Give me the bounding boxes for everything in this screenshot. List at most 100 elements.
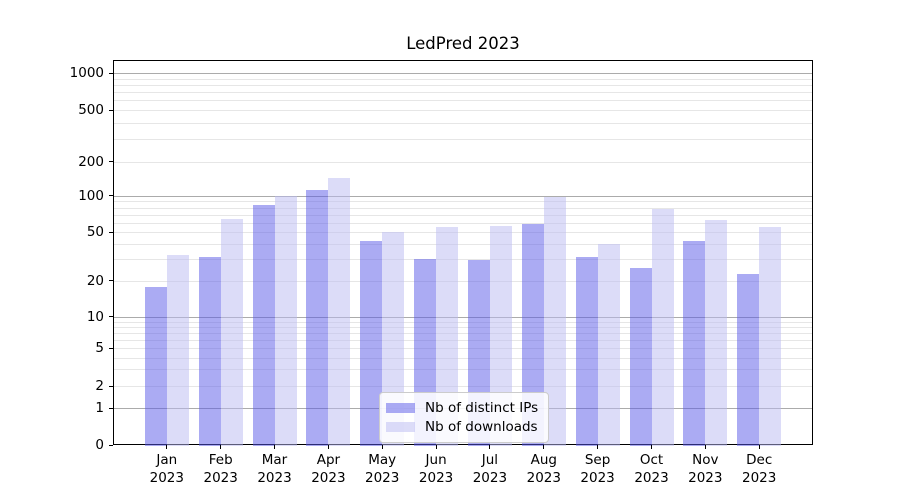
x-tick-mark-jul (489, 445, 491, 449)
bar-feb-downloads (220, 219, 243, 446)
gridline-40 (114, 244, 812, 246)
gridline-7 (114, 332, 812, 334)
gridline-100 (114, 195, 812, 197)
y-tick-mark-50 (109, 231, 113, 233)
plot-area: Nb of distinct IPs Nb of downloads (113, 60, 813, 446)
bar-dec-downloads (759, 227, 782, 446)
legend-item-downloads: Nb of downloads (386, 417, 538, 436)
x-tick-mark-nov (704, 445, 706, 449)
gridline-1000 (114, 73, 812, 75)
x-tick-label-jan: Jan 2023 (149, 452, 184, 486)
gridline-200 (114, 161, 812, 163)
legend: Nb of distinct IPs Nb of downloads (379, 392, 550, 443)
bar-mar-ips (252, 204, 275, 446)
x-tick-label-may: May 2023 (365, 452, 400, 486)
gridline-20 (114, 280, 812, 282)
gridline-600 (114, 100, 812, 102)
x-tick-label-nov: Nov 2023 (688, 452, 723, 486)
legend-label-downloads: Nb of downloads (425, 418, 538, 435)
bar-apr-ips (306, 189, 329, 446)
y-tick-label-1000: 1000 (69, 65, 104, 82)
legend-swatch-downloads-icon (386, 421, 415, 432)
bar-feb-ips (198, 256, 221, 446)
y-tick-mark-2 (109, 385, 113, 387)
y-tick-mark-10 (109, 316, 113, 318)
bar-sep-ips (575, 256, 598, 446)
gridline-90 (114, 201, 812, 203)
x-tick-label-aug: Aug 2023 (526, 452, 561, 486)
bar-mar-downloads (274, 195, 297, 446)
x-tick-mark-oct (651, 445, 652, 449)
legend-label-distinct-ips: Nb of distinct IPs (425, 399, 539, 416)
x-tick-label-jun: Jun 2023 (418, 452, 454, 486)
y-tick-label-10: 10 (86, 308, 104, 325)
bar-oct-downloads (651, 209, 674, 446)
bar-aug-downloads (543, 197, 566, 446)
x-tick-mark-feb (220, 445, 222, 449)
x-tick-mark-dec (758, 445, 760, 449)
gridline-500 (114, 110, 812, 111)
gridline-4 (114, 357, 812, 359)
gridline-6 (114, 340, 812, 341)
bar-oct-ips (629, 267, 652, 446)
gridline-8 (114, 326, 812, 328)
bar-nov-ips (683, 241, 706, 446)
bar-aug-ips (521, 223, 544, 446)
legend-swatch-distinct-ips-icon (386, 402, 415, 413)
bar-jan-ips (144, 287, 167, 446)
grid-layer (114, 61, 812, 444)
bar-apr-downloads (328, 177, 351, 446)
y-tick-mark-500 (109, 109, 113, 111)
gridline-5 (114, 348, 812, 350)
y-tick-label-1: 1 (95, 400, 104, 417)
y-tick-mark-5 (109, 347, 113, 349)
bar-jan-downloads (166, 255, 189, 446)
gridline-9 (114, 321, 812, 323)
bar-nov-downloads (705, 220, 728, 446)
legend-item-distinct-ips: Nb of distinct IPs (386, 398, 538, 417)
y-tick-label-2: 2 (95, 378, 104, 394)
y-tick-label-50: 50 (86, 224, 104, 241)
bar-jun-downloads (436, 227, 459, 446)
y-tick-label-200: 200 (78, 153, 104, 170)
y-tick-label-0: 0 (95, 437, 104, 453)
chart-title: LedPred 2023 (406, 34, 520, 53)
x-tick-mark-aug (543, 445, 545, 449)
y-tick-mark-20 (109, 280, 113, 282)
gridline-60 (114, 222, 812, 224)
bar-jul-downloads (489, 226, 512, 446)
bar-dec-ips (737, 274, 760, 446)
gridline-700 (114, 92, 812, 94)
y-tick-label-5: 5 (95, 340, 104, 357)
x-tick-label-feb: Feb 2023 (203, 452, 238, 486)
y-tick-mark-1000 (109, 72, 113, 74)
gridline-300 (114, 138, 812, 140)
gridline-900 (114, 78, 812, 80)
x-tick-mark-mar (274, 445, 275, 449)
gridline-400 (114, 122, 812, 124)
x-tick-mark-apr (327, 445, 329, 449)
gridline-2 (114, 386, 812, 387)
y-tick-label-500: 500 (78, 102, 104, 118)
x-tick-mark-jun (435, 445, 437, 449)
gridline-30 (114, 259, 812, 261)
gridline-50 (114, 232, 812, 234)
gridline-800 (114, 85, 812, 87)
y-tick-mark-1 (109, 407, 113, 409)
y-tick-label-100: 100 (78, 187, 104, 204)
y-tick-label-20: 20 (86, 272, 104, 289)
y-tick-mark-100 (109, 195, 113, 197)
bar-sep-downloads (597, 243, 620, 446)
gridline-80 (114, 207, 812, 209)
bar-may-ips (360, 241, 383, 446)
x-tick-label-apr: Apr 2023 (311, 452, 346, 486)
y-tick-mark-0 (109, 444, 113, 446)
x-tick-mark-jan (166, 445, 168, 449)
y-tick-mark-200 (109, 161, 113, 163)
x-tick-label-oct: Oct 2023 (634, 452, 669, 486)
gridline-10 (114, 316, 812, 318)
x-tick-mark-sep (597, 445, 599, 449)
gridline-70 (114, 214, 812, 216)
x-tick-label-mar: Mar 2023 (257, 452, 292, 486)
